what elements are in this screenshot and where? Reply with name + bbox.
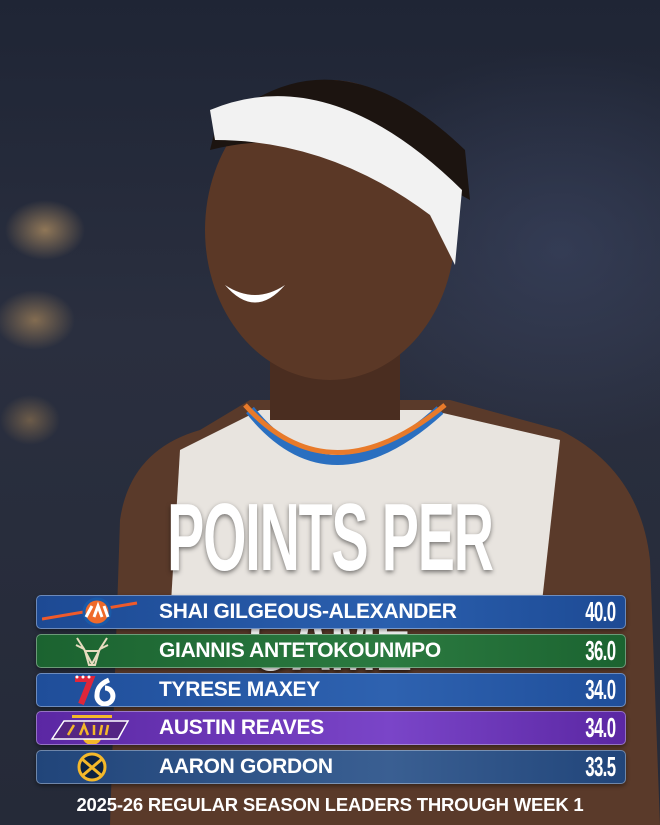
nuggets-logo bbox=[37, 752, 147, 783]
player-name: AUSTIN REAVES bbox=[159, 716, 324, 739]
points-value: 34.0 bbox=[584, 712, 616, 743]
points-value: 34.0 bbox=[584, 674, 616, 705]
leader-row: SHAI GILGEOUS-ALEXANDER 40.0 bbox=[36, 595, 626, 629]
points-value: 36.0 bbox=[584, 635, 616, 666]
page-title: POINTS PER GAME bbox=[167, 484, 494, 688]
footer-caption: 2025-26 REGULAR SEASON LEADERS THROUGH W… bbox=[76, 794, 584, 815]
player-name: GIANNIS ANTETOKOUNMPO bbox=[159, 639, 441, 662]
player-name: TYRESE MAXEY bbox=[159, 678, 320, 701]
points-value: 33.5 bbox=[584, 751, 616, 782]
76ers-logo bbox=[37, 675, 147, 706]
lakers-logo bbox=[37, 713, 147, 744]
player-name: SHAI GILGEOUS-ALEXANDER bbox=[159, 600, 457, 623]
points-value: 40.0 bbox=[584, 596, 616, 627]
leader-row: GIANNIS ANTETOKOUNMPO 36.0 bbox=[36, 634, 626, 668]
leader-row: AARON GORDON 33.5 bbox=[36, 750, 626, 784]
okc-thunder-logo bbox=[37, 597, 147, 628]
leader-row: TYRESE MAXEY 34.0 bbox=[36, 673, 626, 707]
leader-row: AUSTIN REAVES 34.0 bbox=[36, 711, 626, 745]
player-name: AARON GORDON bbox=[159, 755, 333, 778]
bucks-deer-logo bbox=[37, 636, 147, 667]
